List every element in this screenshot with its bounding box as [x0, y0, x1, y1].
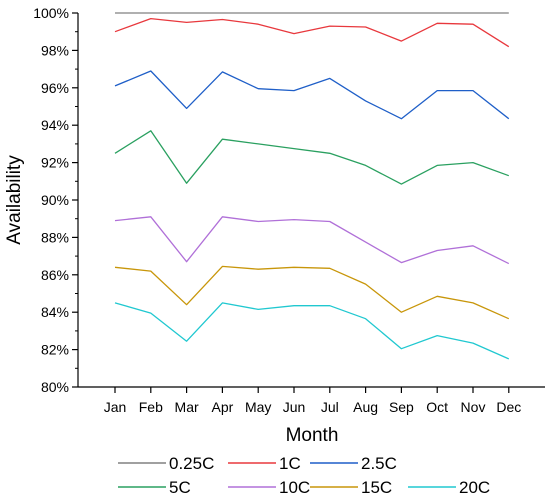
x-axis-title: Month	[286, 425, 339, 446]
series-line-10C	[114, 216, 510, 265]
plot-area	[77, 13, 545, 388]
legend-label: 5C	[169, 478, 191, 497]
legend-label: 0.25C	[169, 454, 214, 473]
x-tick-label: Apr	[212, 399, 234, 415]
y-tick-label: 88%	[41, 229, 69, 245]
series-line-1C	[114, 17, 510, 48]
y-tick-label: 96%	[41, 80, 69, 96]
y-tick-label: 84%	[41, 304, 69, 320]
x-tick-label: Aug	[353, 399, 378, 415]
y-tick-label: 90%	[41, 192, 69, 208]
x-tick-label: Jun	[283, 399, 306, 415]
x-tick-label: Jul	[321, 399, 339, 415]
y-tick-label: 80%	[41, 379, 69, 395]
x-tick-label: Nov	[461, 399, 486, 415]
y-tick-label: 92%	[41, 155, 69, 171]
x-tick-label: Feb	[139, 399, 163, 415]
series-line-5C	[114, 130, 510, 185]
x-tick-label: Oct	[426, 399, 448, 415]
y-axis: 80% 82% 84% 86% 88% 90% 92% 94% 96% 98% 100%	[33, 5, 78, 395]
x-tick-label: Jan	[104, 399, 127, 415]
x-tick-label: Dec	[496, 399, 521, 415]
legend-label: 1C	[279, 454, 301, 473]
y-axis-title: Availability	[4, 155, 25, 245]
x-tick-label: May	[245, 399, 271, 415]
x-tick-label: Sep	[389, 399, 414, 415]
series-line-2.5C	[114, 70, 510, 120]
x-tick-label: Mar	[175, 399, 199, 415]
legend-label: 20C	[459, 478, 490, 497]
legend-label: 10C	[279, 478, 310, 497]
legend: 0.25C 1C 2.5C 5C 10C 15C 20C	[118, 454, 490, 497]
series-lines	[114, 12, 510, 360]
y-tick-label: 100%	[33, 5, 69, 21]
legend-label: 15C	[361, 478, 392, 497]
legend-label: 2.5C	[361, 454, 397, 473]
y-tick-label: 82%	[41, 342, 69, 358]
y-tick-label: 94%	[41, 117, 69, 133]
x-axis: Jan Feb Mar Apr May Jun Jul Aug Sep Oct Nov Dec	[104, 387, 521, 415]
y-tick-label: 98%	[41, 42, 69, 58]
series-line-20C	[114, 302, 510, 360]
y-tick-label: 86%	[41, 267, 69, 283]
series-line-15C	[114, 265, 510, 320]
